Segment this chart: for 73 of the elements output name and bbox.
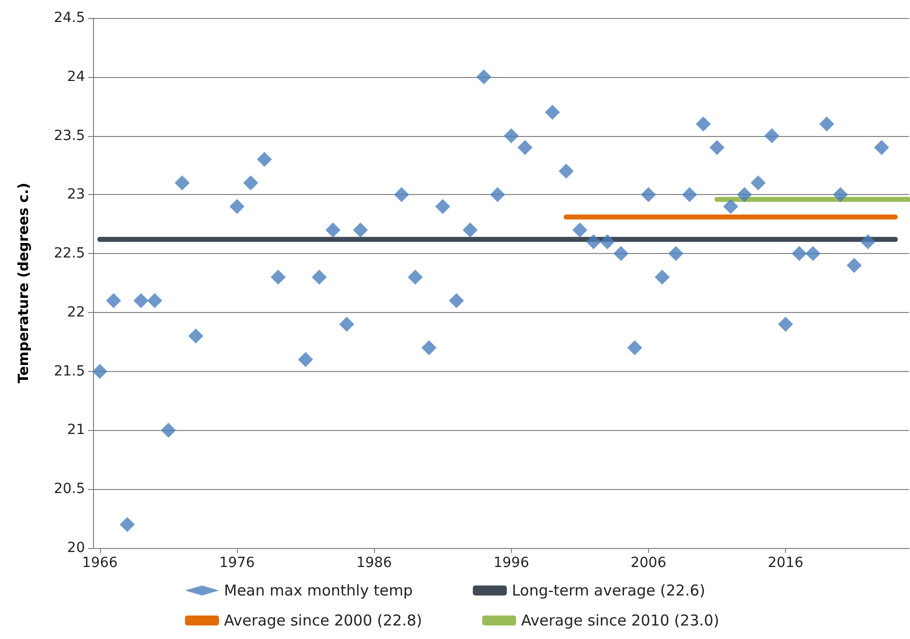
point (270, 270, 286, 285)
x-tick-label: 1986 (356, 555, 392, 571)
point (806, 246, 820, 262)
point (174, 175, 190, 190)
point (682, 187, 698, 202)
point (614, 246, 628, 262)
point (696, 116, 711, 132)
point (256, 152, 272, 167)
point (750, 175, 766, 190)
point (860, 234, 876, 250)
y-tick-label: 22.5 (54, 246, 85, 262)
point (230, 198, 244, 214)
y-tick-label: 21.5 (54, 363, 85, 380)
point (518, 140, 532, 156)
y-tick-label: 23 (67, 186, 85, 203)
point (422, 340, 436, 356)
point (723, 198, 738, 214)
point (627, 340, 642, 356)
x-tick-label: 2006 (630, 555, 666, 571)
point (764, 128, 780, 144)
point (668, 246, 684, 262)
point (874, 140, 890, 156)
point (188, 328, 204, 344)
point (572, 222, 588, 238)
point (736, 187, 752, 202)
point (792, 246, 807, 262)
point (710, 140, 724, 156)
point (120, 516, 135, 532)
point (504, 128, 519, 144)
point (134, 293, 148, 308)
point (408, 270, 423, 285)
y-tick-label: 20 (67, 540, 85, 556)
point (832, 187, 848, 202)
point (394, 187, 410, 202)
y-tick-label: 24 (67, 68, 86, 85)
point (462, 222, 478, 238)
legend-label: Long-term average (22.6) (512, 582, 706, 600)
point (435, 198, 450, 214)
legend-label: Mean max monthly temp (224, 582, 413, 600)
point (147, 293, 162, 308)
point (654, 270, 670, 285)
point (490, 187, 506, 202)
point (298, 352, 314, 368)
y-tick-label: 23.5 (54, 128, 85, 144)
y-axis-title: Temperature (degrees c.) (16, 182, 32, 384)
point (476, 69, 492, 84)
point (600, 234, 615, 250)
point (243, 175, 258, 190)
point (352, 222, 368, 238)
point (819, 116, 834, 132)
y-tick-label: 22 (67, 304, 85, 320)
point (339, 316, 354, 332)
point (544, 104, 560, 120)
point (640, 187, 656, 202)
point (448, 293, 464, 308)
legend-label: Average since 2000 (22.8) (224, 612, 422, 630)
point (312, 270, 327, 285)
x-tick-label: 1976 (219, 555, 255, 571)
legend-label: Average since 2010 (23.0) (521, 612, 720, 630)
point (558, 164, 574, 179)
point (586, 234, 602, 250)
point (106, 293, 122, 308)
point (92, 364, 108, 379)
point (778, 316, 794, 332)
y-tick-label: 21 (67, 422, 85, 438)
x-tick-label: 1996 (493, 555, 530, 571)
y-tick-label: 24.5 (54, 10, 85, 26)
x-tick-label: 2016 (768, 555, 804, 571)
point (326, 222, 340, 238)
x-tick-label: 1966 (82, 555, 118, 571)
point (160, 422, 176, 438)
y-tick-label: 20.5 (54, 481, 85, 498)
point (846, 258, 862, 273)
